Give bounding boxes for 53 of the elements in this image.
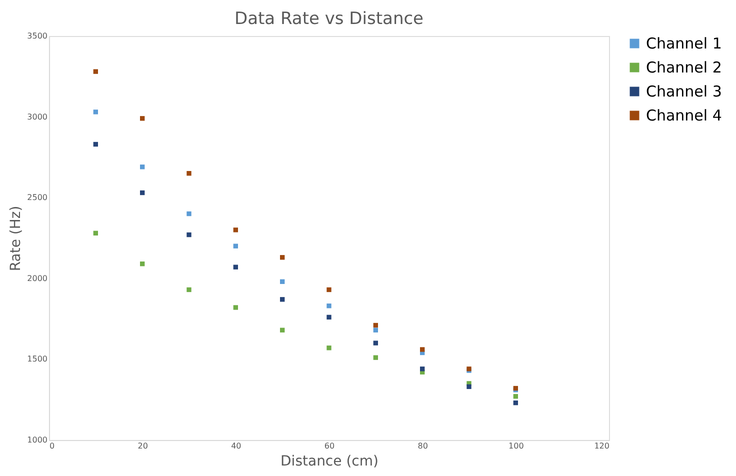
- x-axis-title: Distance (cm): [280, 454, 378, 470]
- y-tick-label: 1000: [27, 436, 48, 444]
- point: [93, 230, 98, 236]
- point: [373, 328, 378, 332]
- point: [280, 328, 285, 332]
- y-tick-label: 3500: [27, 32, 48, 40]
- point: [186, 211, 192, 216]
- legend-label: Channel 2: [646, 58, 722, 76]
- y-axis-title: Rate (Hz): [8, 206, 24, 272]
- point: [233, 305, 238, 310]
- point: [373, 355, 378, 360]
- point: [140, 116, 145, 121]
- point: [373, 322, 378, 328]
- chart-title: Data Rate vs Distance: [234, 9, 424, 29]
- point: [420, 366, 425, 372]
- point: [140, 164, 145, 170]
- point: [186, 232, 192, 238]
- point: [140, 262, 145, 266]
- point: [513, 394, 518, 399]
- point: [140, 190, 145, 196]
- point: [280, 297, 285, 302]
- legend-label: Channel 1: [646, 34, 722, 52]
- point: [233, 228, 238, 232]
- point: [420, 347, 425, 352]
- y-tick-label: 1500: [27, 354, 48, 364]
- legend-label: Channel 3: [646, 82, 722, 100]
- point: [93, 69, 98, 74]
- point: [373, 340, 378, 346]
- point: [233, 244, 238, 248]
- point: [326, 287, 332, 292]
- point: [93, 142, 98, 147]
- point: [186, 287, 192, 292]
- point: [233, 264, 238, 270]
- point: [513, 400, 518, 406]
- x-tick-label: 40: [231, 442, 242, 450]
- point: [326, 304, 332, 308]
- point: [186, 171, 192, 176]
- legend-label: Channel 4: [646, 106, 722, 124]
- point: [93, 110, 98, 114]
- x-tick-label: 100: [508, 442, 524, 450]
- point: [466, 384, 472, 390]
- x-tick-label: 80: [418, 442, 428, 450]
- x-tick-label: 20: [138, 442, 148, 450]
- point: [326, 314, 332, 320]
- x-tick-label: 120: [594, 442, 610, 450]
- point: [280, 255, 285, 260]
- point: [326, 346, 332, 350]
- point: [280, 279, 285, 284]
- y-tick-label: 2000: [27, 274, 48, 283]
- y-tick-label: 2500: [27, 193, 48, 202]
- x-tick-label: 0: [50, 442, 55, 450]
- y-tick-label: 3000: [27, 112, 48, 122]
- x-tick-label: 60: [324, 442, 335, 450]
